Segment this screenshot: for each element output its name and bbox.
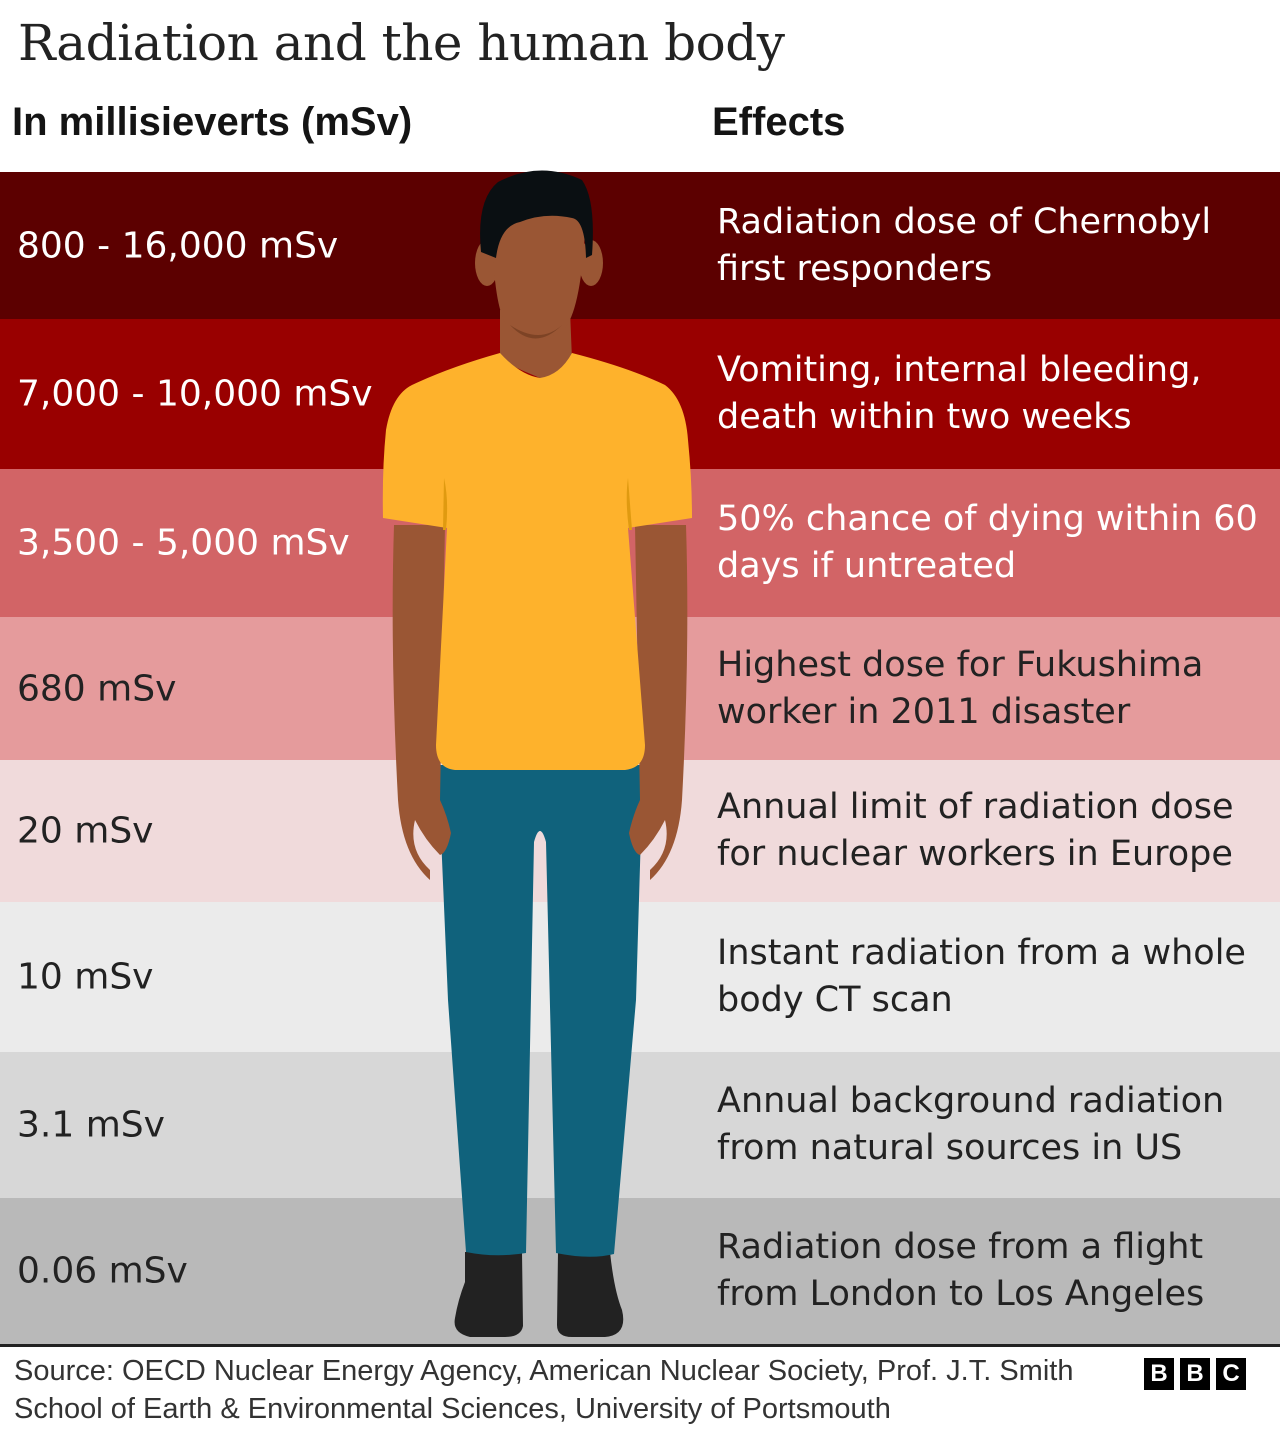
source-note: Source: OECD Nuclear Energy Agency, Amer… — [14, 1355, 1074, 1425]
dose-effect: Highest dose for Fukushima worker in 201… — [717, 644, 1204, 732]
dose-effect: Radiation dose of Chernobyl first respon… — [717, 201, 1212, 289]
right-shoe — [557, 1252, 624, 1337]
dose-effect: Instant radiation from a whole body CT s… — [717, 933, 1246, 1020]
dose-effect: 50% chance of dying within 60 days if un… — [717, 499, 1258, 586]
bbc-logo: B B C — [1144, 1358, 1246, 1390]
chin-shadow — [510, 325, 562, 339]
dose-row: 800 - 16,000 mSv Radiation dose of Chern… — [0, 172, 1280, 319]
dose-column-header: In millisieverts (mSv) — [12, 100, 413, 144]
bbc-logo-letter: B — [1180, 1358, 1210, 1390]
dose-value: 800 - 16,000 mSv — [17, 225, 339, 266]
dose-value: 3,500 - 5,000 mSv — [17, 522, 350, 564]
dose-row: 10 mSv Instant radiation from a whole bo… — [0, 902, 1280, 1052]
dose-value: 3.1 mSv — [17, 1104, 165, 1146]
shirt-fold-right — [626, 478, 632, 530]
dose-row: 0.06 mSv Radiation dose from a flight fr… — [0, 1198, 1280, 1344]
page-title: Radiation and the human body — [18, 14, 785, 72]
footer-divider — [0, 1344, 1280, 1347]
dose-effect: Annual background radiation from natural… — [717, 1081, 1225, 1168]
dose-value: 0.06 mSv — [17, 1250, 188, 1292]
hair — [480, 170, 593, 258]
pants — [438, 765, 643, 1257]
left-shoe — [454, 1252, 523, 1337]
dose-value: 20 mSv — [17, 810, 154, 852]
face — [492, 205, 586, 340]
shirt-fold-left — [443, 478, 448, 530]
right-ear — [579, 240, 603, 286]
bbc-logo-letter: B — [1144, 1358, 1174, 1390]
right-arm — [629, 525, 688, 880]
dose-effect: Radiation dose from a flight from London… — [717, 1227, 1205, 1314]
dose-effect: Annual limit of radiation dose for nucle… — [717, 787, 1234, 874]
dose-value: 680 mSv — [17, 668, 177, 709]
left-arm — [392, 525, 451, 880]
dose-value: 7,000 - 10,000 mSv — [17, 373, 373, 415]
dose-value: 10 mSv — [17, 956, 154, 998]
dose-row: 3.1 mSv Annual background radiation from… — [0, 1052, 1280, 1198]
shirt — [382, 353, 692, 770]
effects-column-header: Effects — [712, 100, 846, 144]
bbc-logo-letter: C — [1216, 1358, 1246, 1390]
dose-effect: Vomiting, internal bleeding, death withi… — [717, 350, 1202, 437]
